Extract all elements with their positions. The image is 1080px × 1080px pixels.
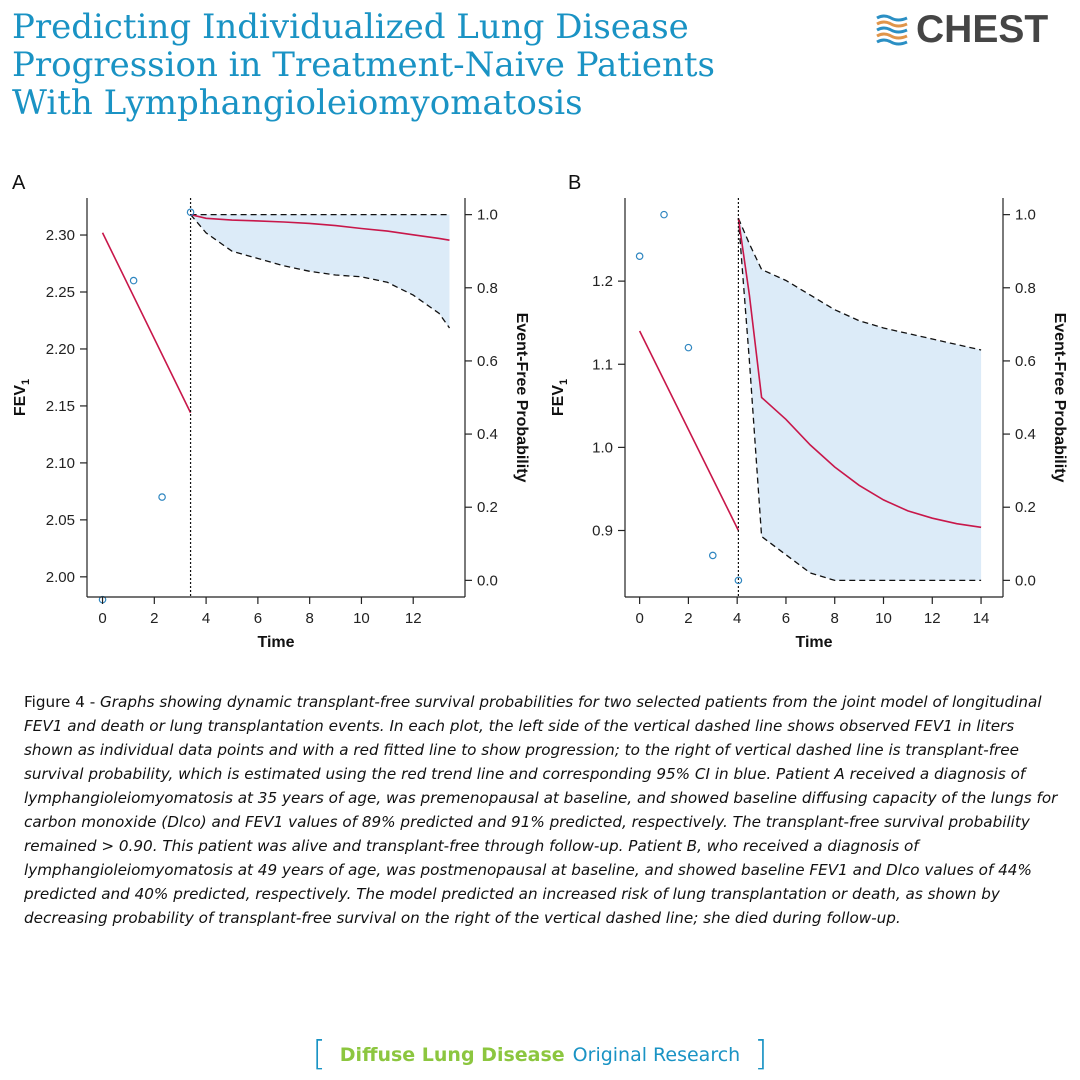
y2-tick-label: 1.0	[477, 207, 498, 224]
page-title: Predicting Individualized Lung Disease P…	[12, 8, 715, 122]
y2-tick-label: 0.8	[1015, 280, 1036, 297]
x-tick-label: 6	[782, 610, 790, 627]
y2-tick-label: 0.4	[477, 426, 498, 443]
y2-tick-label: 0.2	[477, 499, 498, 516]
survival-estimate-line	[737, 218, 982, 529]
y-tick-label: 2.25	[46, 284, 75, 301]
y-tick-label: 2.05	[46, 512, 75, 529]
y-tick-label: 1.0	[592, 439, 613, 456]
x-tick-label: 6	[254, 610, 262, 627]
figure-caption: Figure 4 - Graphs showing dynamic transp…	[24, 690, 1059, 930]
observed-point	[660, 210, 668, 219]
fitted-fev1-line	[101, 232, 192, 414]
panel-label-a: A	[12, 172, 26, 194]
ci-upper-line	[737, 218, 982, 351]
fitted-fev1-line	[638, 330, 740, 531]
survival-estimate-line	[190, 213, 450, 241]
y-tick-label: 2.00	[46, 569, 75, 586]
x-tick-label: 4	[733, 610, 741, 627]
y-tick-label: 0.9	[592, 523, 613, 540]
y2-tick-label: 0.4	[1015, 426, 1036, 443]
title-line: Predicting Individualized Lung Disease	[12, 7, 689, 47]
observed-point	[734, 576, 743, 585]
ci-band	[190, 214, 450, 328]
y2-tick-label: 0.8	[477, 280, 498, 297]
x-tick-label: 14	[973, 610, 990, 627]
y-axis-title: FEV1	[12, 379, 32, 416]
x-tick-label: 8	[305, 610, 313, 627]
y-tick-label: 1.1	[592, 356, 613, 373]
y2-tick-label: 0.0	[1015, 572, 1036, 589]
y2-tick-label: 0.0	[477, 572, 498, 589]
chart-panel-a: 0 2 4 6 8 10 12 2.00 2.05 2.10 2.15 2.20 2.25 2.30 0.0…	[12, 198, 530, 651]
y-axis-title: FEV1	[550, 379, 570, 416]
footer-banner: [ Diffuse Lung Disease Original Research]	[0, 1034, 1080, 1074]
x-tick-label: 10	[875, 610, 892, 627]
ci-lower-line	[190, 214, 451, 329]
logo-text: CHEST	[916, 8, 1049, 51]
y2-tick-label: 0.6	[477, 353, 498, 370]
observed-point	[684, 343, 693, 352]
x-tick-label: 0	[635, 610, 643, 627]
x-tick-label: 10	[353, 610, 370, 627]
y2-axis-title: Event-Free Probability	[1051, 313, 1068, 483]
observed-point	[635, 252, 644, 260]
observed-point	[158, 493, 166, 501]
title-line: Progression in Treatment-Naive Patients	[12, 45, 715, 85]
y2-tick-label: 0.6	[1015, 353, 1036, 370]
chest-logo: CHEST	[874, 8, 1070, 52]
ci-band	[738, 218, 982, 581]
x-tick-label: 2	[150, 610, 158, 627]
footer-close-bracket: ]	[754, 1034, 768, 1074]
x-tick-label: 12	[405, 610, 422, 627]
y2-axis-title: Event-Free Probability	[513, 313, 530, 483]
y-tick-label: 2.30	[46, 227, 75, 244]
y2-tick-label: 1.0	[1015, 207, 1036, 224]
x-axis-title: Time	[795, 634, 832, 651]
y-tick-label: 2.15	[46, 398, 75, 415]
x-tick-label: 8	[831, 610, 839, 627]
y2-tick-label: 0.2	[1015, 499, 1036, 516]
x-tick-label: 2	[684, 610, 692, 627]
observed-point	[186, 208, 195, 217]
chart-panel-b: 0 2 4 6 8 10 12 14 0.9 1.0 1.1 1.2 0.0 0.2 0.4 0.6 0.8 1.…	[550, 198, 1068, 651]
x-axis-title: Time	[257, 634, 294, 651]
y-tick-label: 2.20	[46, 341, 75, 358]
observed-point	[129, 276, 138, 285]
y-tick-label: 2.10	[46, 455, 75, 472]
chest-stripes-logo-icon	[876, 14, 908, 46]
panel-label-b: B	[568, 172, 582, 194]
footer-section: Diffuse Lung Disease	[339, 1044, 565, 1066]
footer-open-bracket: [	[312, 1034, 326, 1074]
footer-article-type: Original Research	[572, 1044, 741, 1066]
title-line: With Lymphangioleiomyomatosis	[12, 83, 583, 123]
y-tick-label: 1.2	[592, 273, 613, 290]
caption-label: Figure 4 -	[24, 693, 100, 711]
x-tick-label: 12	[924, 610, 941, 627]
x-tick-label: 0	[98, 610, 106, 627]
caption-text: Graphs showing dynamic transplant-free s…	[24, 693, 1058, 927]
observed-point	[708, 551, 717, 560]
x-tick-label: 4	[202, 610, 210, 627]
